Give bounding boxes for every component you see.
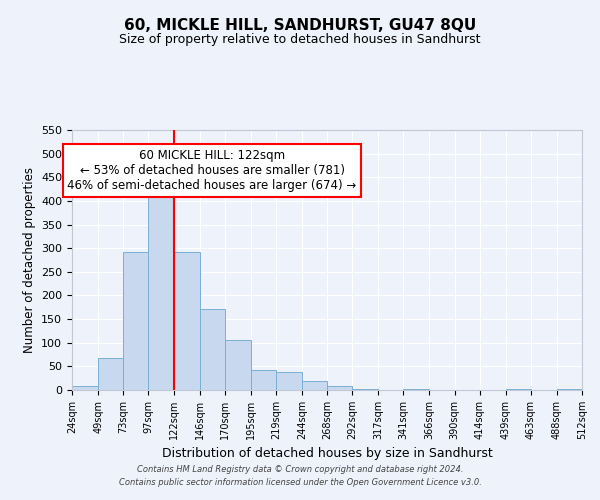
Bar (403, 389, 430, 390)
Bar (72, 386, 98, 390)
Bar (148, 190, 175, 390)
Bar (276, 372, 302, 390)
Bar (200, 308, 224, 390)
Bar (557, 388, 582, 390)
Text: 60, MICKLE HILL, SANDHURST, GU47 8QU: 60, MICKLE HILL, SANDHURST, GU47 8QU (124, 18, 476, 32)
Bar (327, 386, 352, 390)
Text: Size of property relative to detached houses in Sandhurst: Size of property relative to detached ho… (119, 32, 481, 46)
Bar (224, 340, 251, 390)
Text: 60 MICKLE HILL: 122sqm
← 53% of detached houses are smaller (781)
46% of semi-de: 60 MICKLE HILL: 122sqm ← 53% of detached… (67, 149, 356, 192)
Bar (352, 388, 378, 390)
X-axis label: Distribution of detached houses by size in Sandhurst: Distribution of detached houses by size … (161, 448, 493, 460)
Bar (123, 252, 148, 390)
Text: Contains HM Land Registry data © Crown copyright and database right 2024.: Contains HM Land Registry data © Crown c… (137, 466, 463, 474)
Bar (98, 358, 123, 390)
Text: Contains public sector information licensed under the Open Government Licence v3: Contains public sector information licen… (119, 478, 481, 487)
Bar (175, 252, 199, 390)
Bar (302, 380, 327, 390)
Y-axis label: Number of detached properties: Number of detached properties (23, 167, 35, 353)
Bar (506, 389, 531, 390)
Bar (251, 370, 276, 390)
